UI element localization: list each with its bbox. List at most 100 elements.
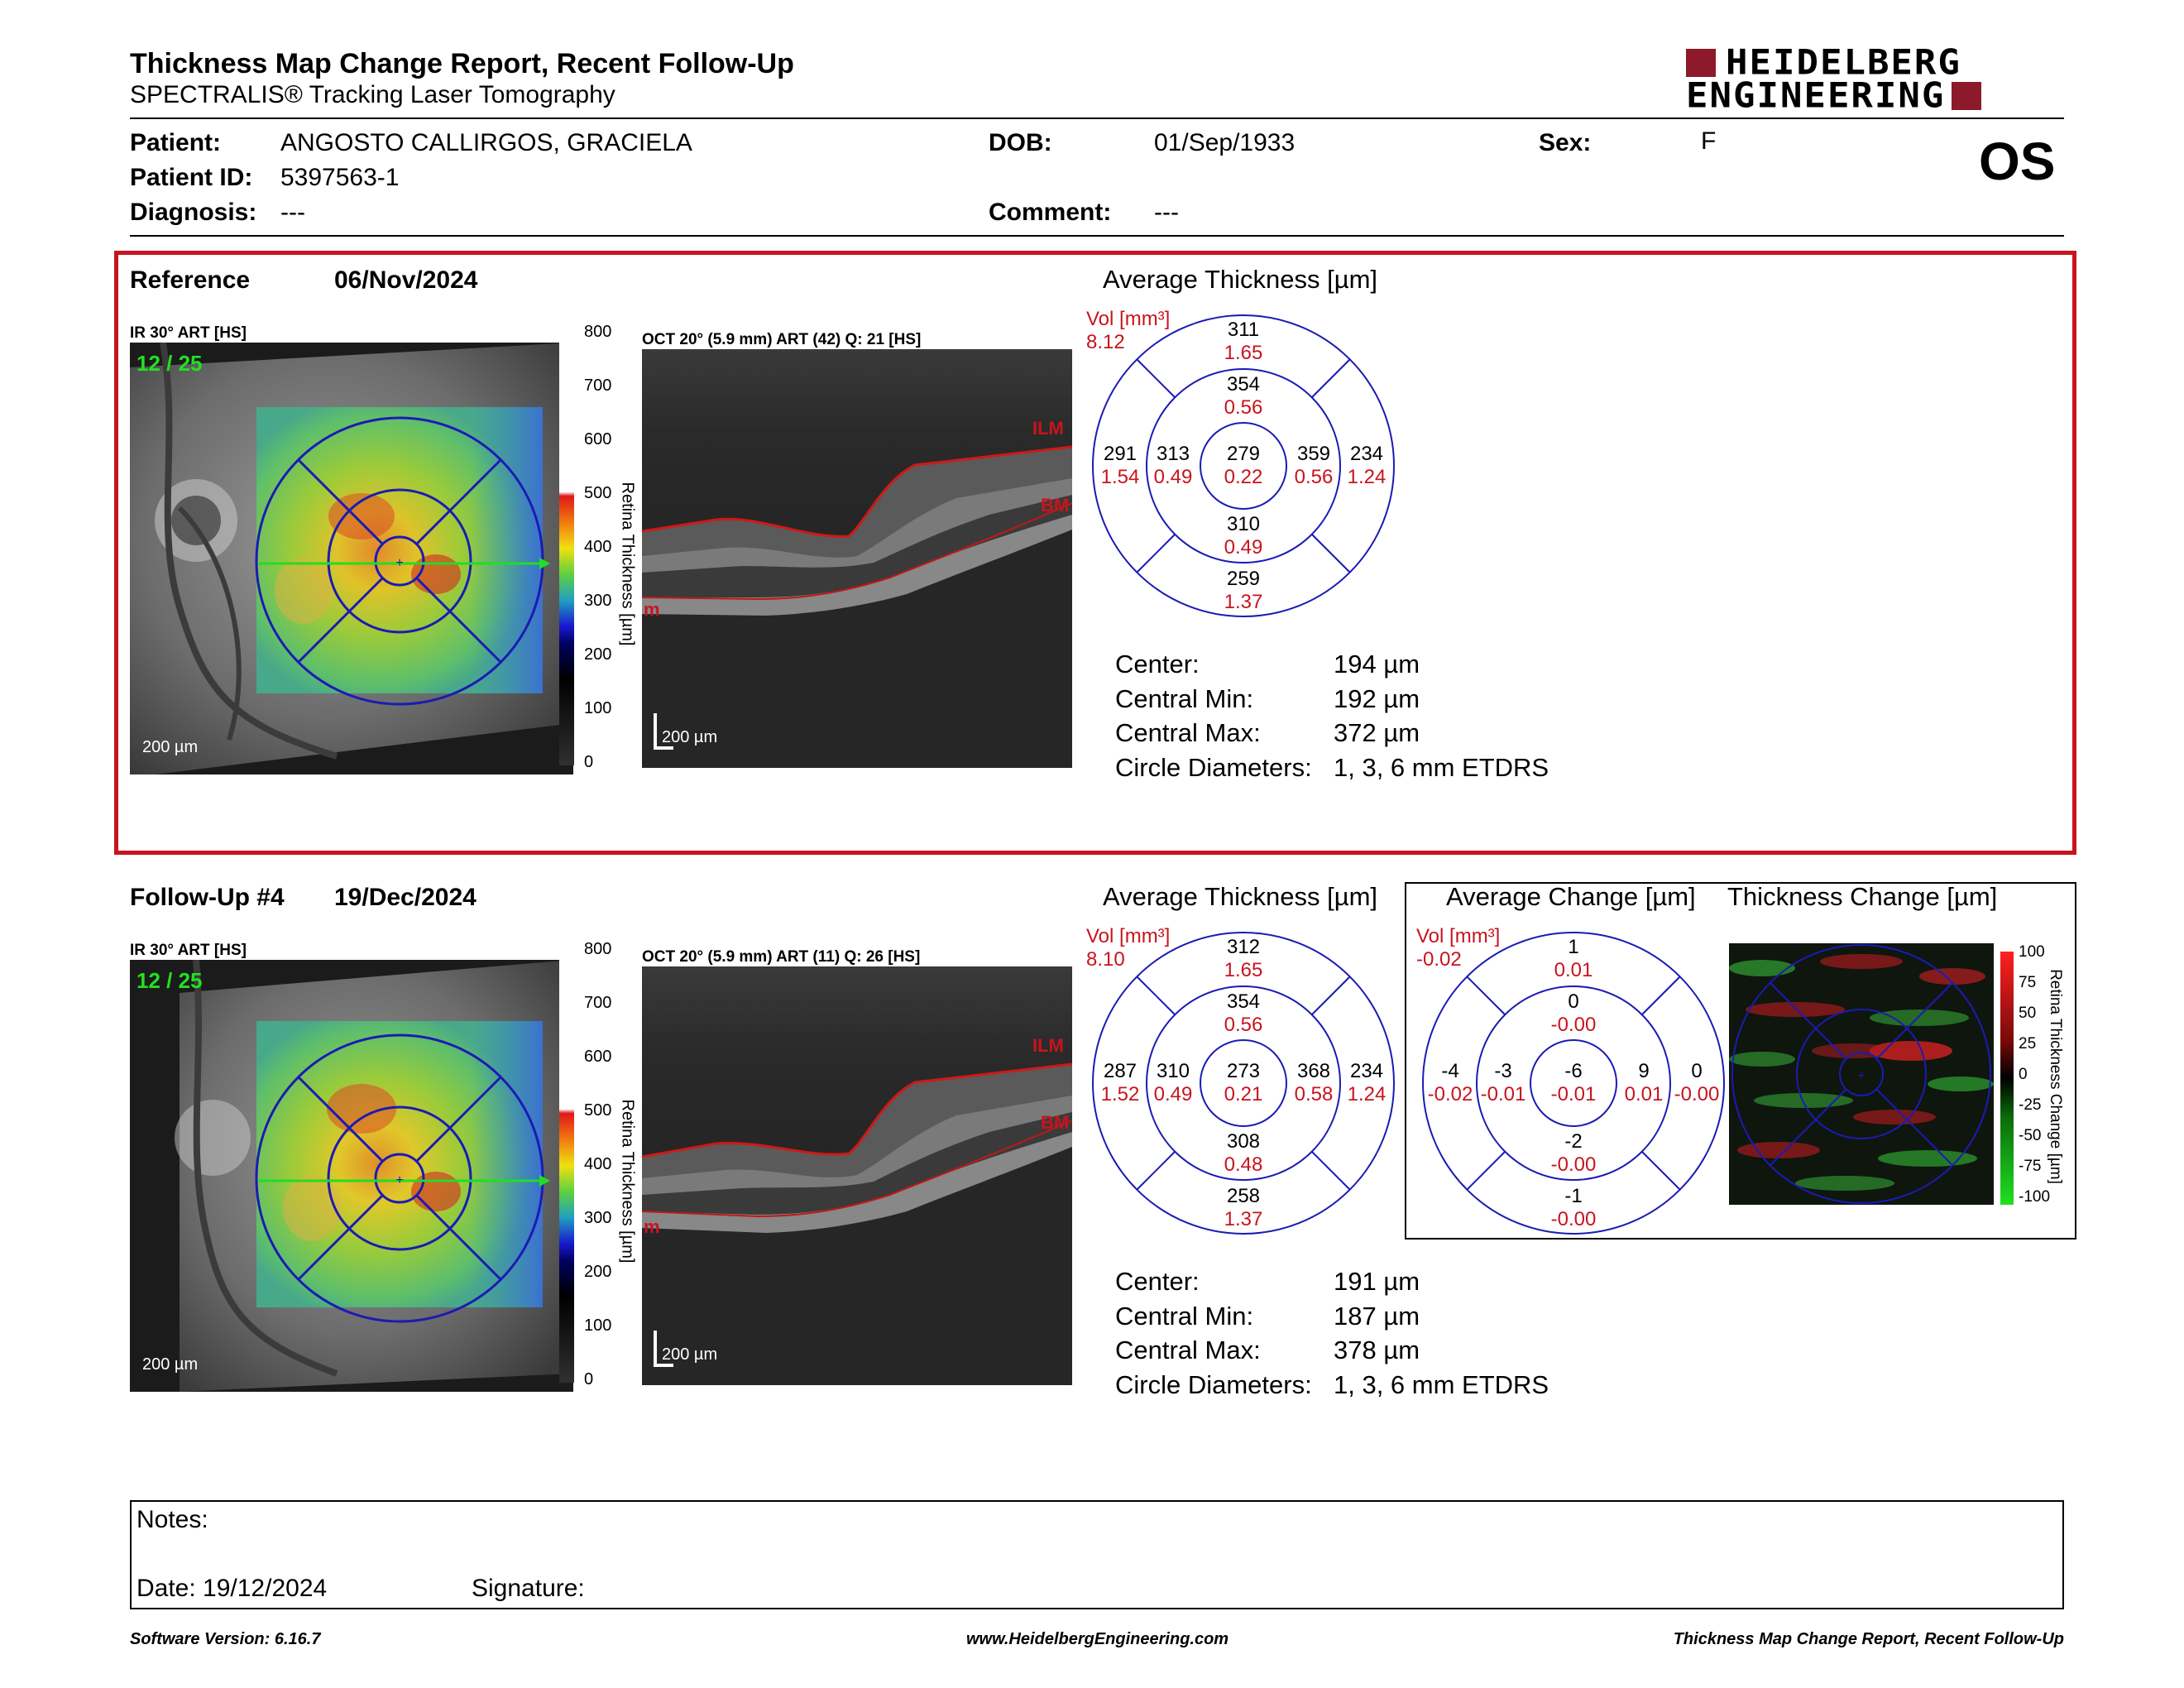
change-scale-ticks: 100 75 50 25 0 -25 -50 -75 -100 (2019, 943, 2060, 1208)
chg-center-vol: -0.01 (1551, 1083, 1597, 1105)
fu-temp-outer: 287 (1104, 1060, 1137, 1082)
followup-frame-count: 12 / 25 (136, 968, 203, 993)
heidelberg-logo: HEIDELBERG ENGINEERING (1686, 46, 2068, 113)
diagnosis-label: Diagnosis: (130, 199, 257, 226)
sex-value: F (1701, 127, 1717, 155)
chg-nas-outer-vol: -0.00 (1674, 1083, 1720, 1105)
footer-website[interactable]: www.HeidelbergEngineering.com (966, 1630, 1229, 1648)
reference-vol-value: 8.12 (1086, 331, 1125, 353)
comment-label: Comment: (989, 199, 1112, 226)
ref-tick: 600 (584, 430, 612, 448)
ref-temp-inner: 313 (1157, 443, 1190, 465)
ref-tick: 100 (584, 699, 612, 717)
followup-bm-label: BM (1041, 1112, 1070, 1133)
followup-fundus-image: + (130, 960, 573, 1392)
reference-fundus-image: + (130, 343, 573, 774)
fu-max-label: Central Max: (1115, 1336, 1261, 1364)
chg-nas-outer: 0 (1691, 1060, 1702, 1082)
fu-sup-outer-vol: 1.65 (1224, 959, 1263, 981)
ref-max-label: Central Max: (1115, 718, 1261, 747)
report-title: Thickness Map Change Report, Recent Foll… (130, 48, 794, 79)
followup-ir-caption: IR 30° ART [HS] (130, 942, 247, 959)
reference-oct-scalebar-h (654, 746, 673, 750)
fu-center-vol: 0.21 (1224, 1083, 1263, 1105)
reference-vol-label: Vol [mm³] (1086, 308, 1171, 330)
dob-value: 01/Sep/1933 (1154, 129, 1296, 156)
change-avg-title: Average Change [µm] (1446, 882, 1696, 911)
reference-scale-label: Retina Thickness [µm] (618, 482, 637, 646)
fu-nas-outer: 234 (1350, 1060, 1383, 1082)
followup-ilm-label: ILM (1032, 1035, 1064, 1056)
chg-tick: 75 (2019, 974, 2037, 991)
fu-sup-inner-vol: 0.56 (1224, 1014, 1263, 1036)
patient-label: Patient: (130, 129, 222, 156)
followup-oct-scale: 200 µm (662, 1345, 718, 1364)
ref-tick: 300 (584, 592, 612, 610)
fu-temp-outer-vol: 1.52 (1101, 1083, 1140, 1105)
fu-min-label: Central Min: (1115, 1302, 1254, 1331)
fu-inf-inner: 308 (1227, 1130, 1260, 1153)
sex-label: Sex: (1539, 129, 1592, 156)
change-fovea-marker: + (1858, 1068, 1865, 1081)
chg-temp-outer: -4 (1441, 1060, 1458, 1082)
fu-tick: 400 (584, 1155, 612, 1173)
fu-sup-inner: 354 (1227, 990, 1260, 1013)
fu-tick: 100 (584, 1316, 612, 1335)
fu-tick: 0 (584, 1370, 594, 1388)
fu-inf-outer-vol: 1.37 (1224, 1208, 1263, 1230)
chg-inf-outer-vol: -0.00 (1551, 1208, 1597, 1230)
chg-sup-outer: 1 (1568, 936, 1578, 958)
followup-oct-image (642, 966, 1072, 1385)
chg-tick: -75 (2019, 1158, 2042, 1175)
header-divider (130, 117, 2064, 119)
fu-max-value: 378 µm (1334, 1336, 1420, 1364)
ref-tick: 800 (584, 323, 612, 341)
reference-frame (114, 251, 2076, 855)
reference-bm-label: BM (1041, 495, 1070, 516)
followup-oct-caption: OCT 20° (5.9 mm) ART (11) Q: 26 [HS] (642, 948, 921, 966)
ref-center-label: Center: (1115, 650, 1200, 679)
ref-diam-label: Circle Diameters: (1115, 753, 1312, 782)
chg-inf-outer: -1 (1564, 1185, 1582, 1207)
reference-thickness-colorbar (559, 331, 574, 765)
fu-center-value: 191 µm (1334, 1267, 1420, 1296)
chg-sup-inner: 0 (1568, 990, 1578, 1013)
ref-temp-inner-vol: 0.49 (1154, 466, 1193, 488)
fu-sup-outer: 312 (1227, 936, 1260, 958)
reference-fundus-svg: + (130, 343, 573, 774)
reference-oct-caption: OCT 20° (5.9 mm) ART (42) Q: 21 [HS] (642, 331, 922, 348)
followup-m-label: m (644, 1216, 660, 1237)
fu-tick: 800 (584, 940, 612, 958)
patient-name: ANGOSTO CALLIRGOS, GRACIELA (280, 129, 692, 156)
fu-nas-outer-vol: 1.24 (1348, 1083, 1387, 1105)
change-colorbar (2000, 952, 2014, 1205)
chg-sup-inner-vol: -0.00 (1551, 1014, 1597, 1036)
followup-thickness-colorbar (559, 948, 574, 1383)
chg-tick: 50 (2019, 1005, 2037, 1022)
followup-oct-scalebar-h (654, 1364, 673, 1367)
fu-tick: 600 (584, 1048, 612, 1066)
patient-id-value: 5397563-1 (280, 164, 400, 191)
fovea-marker: + (395, 1173, 403, 1187)
reference-fundus-scale: 200 µm (142, 738, 199, 756)
patient-id-label: Patient ID: (130, 164, 253, 191)
chg-temp-inner: -3 (1494, 1060, 1511, 1082)
ref-tick: 0 (584, 753, 594, 771)
change-panel (1405, 882, 2076, 1240)
ref-inf-outer: 259 (1227, 568, 1260, 590)
logo-text-line2: ENGINEERING (1686, 75, 1946, 116)
followup-vol-value: 8.10 (1086, 948, 1125, 971)
followup-fundus-scale: 200 µm (142, 1355, 199, 1374)
eye-indicator: OS (1979, 132, 2056, 191)
fu-tick: 300 (584, 1209, 612, 1227)
reference-avg-title: Average Thickness [µm] (1103, 265, 1378, 294)
fovea-marker: + (395, 556, 403, 570)
fu-center-label: Center: (1115, 1267, 1200, 1296)
chg-temp-outer-vol: -0.02 (1428, 1083, 1473, 1105)
fu-tick: 200 (584, 1263, 612, 1281)
followup-fundus-svg: + (175, 960, 573, 1392)
change-map-title: Thickness Change [µm] (1727, 882, 1998, 911)
reference-oct-scalebar (654, 713, 657, 750)
footer-report-name: Thickness Map Change Report, Recent Foll… (1673, 1630, 2064, 1648)
ref-tick: 500 (584, 484, 612, 502)
